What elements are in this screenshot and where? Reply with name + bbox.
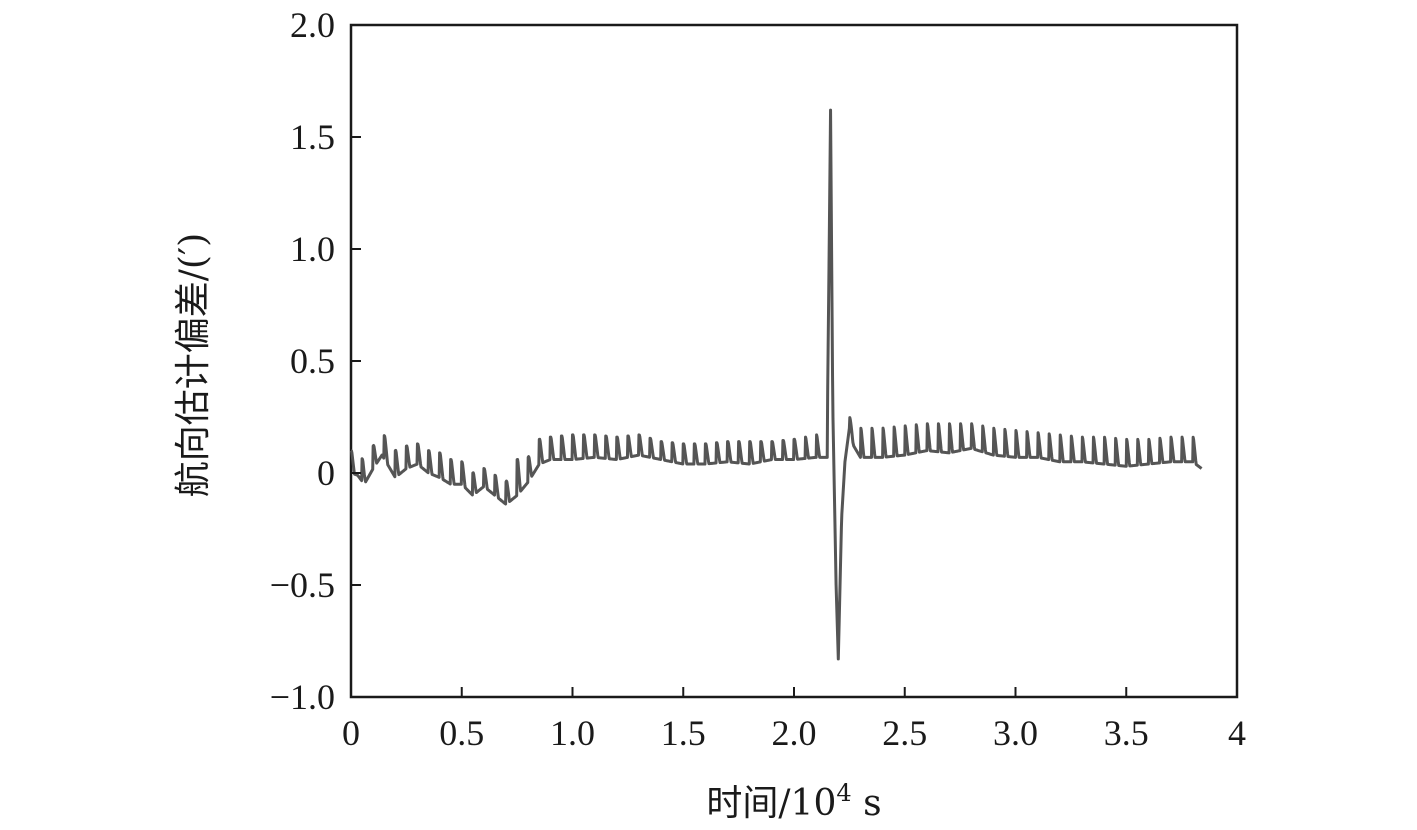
x-axis-ticks: 0 0.5 1.0 1.5 2.0 2.5 3.0 3.5 4 bbox=[342, 687, 1246, 753]
x-tick-label: 3.0 bbox=[993, 713, 1038, 753]
plot-area bbox=[349, 23, 1239, 699]
x-axis-title-sup: 4 bbox=[836, 779, 851, 807]
x-tick-label: 3.5 bbox=[1104, 713, 1149, 753]
plot-frame bbox=[349, 23, 1239, 699]
x-tick-label: 0 bbox=[342, 713, 360, 753]
x-axis-title: 时间/104 s bbox=[706, 779, 881, 824]
x-tick-label: 4 bbox=[1228, 713, 1246, 753]
y-tick-label: −1.0 bbox=[270, 677, 335, 717]
y-tick-label: 1.0 bbox=[290, 229, 335, 269]
x-tick-label: 2.0 bbox=[772, 713, 817, 753]
x-tick-label: 0.5 bbox=[439, 713, 484, 753]
series-line bbox=[349, 108, 1203, 661]
y-tick-label: 0.5 bbox=[290, 341, 335, 381]
y-tick-label: −0.5 bbox=[270, 565, 335, 605]
x-tick-label: 1.5 bbox=[661, 713, 706, 753]
y-tick-label: 0 bbox=[317, 453, 335, 493]
y-tick-label: 1.5 bbox=[290, 117, 335, 157]
x-tick-label: 2.5 bbox=[882, 713, 927, 753]
x-axis-title-unit: s bbox=[852, 783, 882, 824]
x-tick-label: 1.0 bbox=[550, 713, 595, 753]
y-axis-ticks: −1.0 −0.5 0 0.5 1.0 1.5 2.0 bbox=[270, 5, 361, 717]
x-axis-title-main: 时间/10 bbox=[706, 783, 836, 824]
y-axis-title: 航向估计偏差/(′) bbox=[173, 233, 214, 497]
y-tick-label: 2.0 bbox=[290, 5, 335, 45]
series-layer bbox=[349, 108, 1203, 661]
